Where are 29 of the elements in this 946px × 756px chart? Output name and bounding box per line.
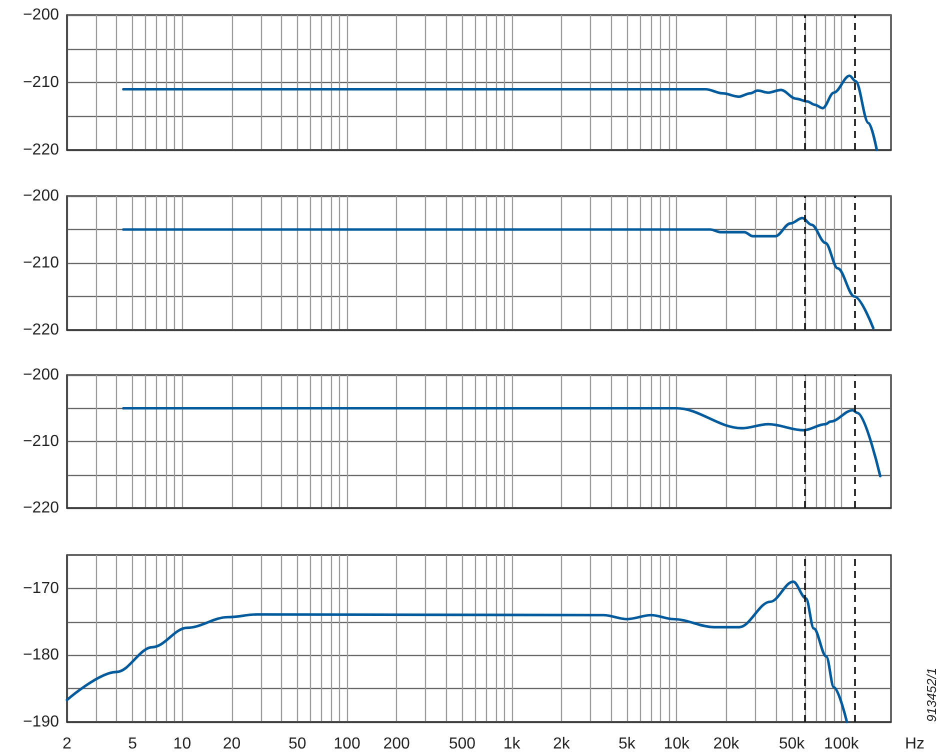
x-tick-label: 2k [552, 736, 571, 752]
x-tick-label: 50k [778, 736, 806, 752]
x-tick-label: 5k [618, 736, 636, 752]
x-tick-label: 20k [713, 736, 740, 752]
y-tick-label: −210 [22, 433, 60, 450]
x-tick-label: 1k [503, 736, 522, 752]
y-tick-label: −200 [22, 6, 60, 24]
y-tick-label: −200 [22, 188, 60, 204]
x-tick-label: 10 [173, 736, 192, 752]
x-tick-label: 100 [334, 736, 360, 752]
y-tick-label: −210 [22, 74, 60, 91]
x-tick-label: 100k [824, 736, 860, 752]
y-tick-label: −180 [22, 646, 60, 664]
x-tick-label: 50 [288, 736, 306, 752]
x-axis-title: Hz [905, 736, 925, 752]
x-tick-label: 2 [62, 736, 72, 752]
x-tick-label: 20 [222, 736, 241, 752]
x-tick-label: 500 [448, 736, 476, 752]
x-tick-label: 5 [128, 736, 138, 752]
y-tick-label: −210 [22, 254, 60, 272]
y-tick-label: −220 [22, 500, 60, 516]
y-tick-label: −200 [22, 366, 60, 384]
y-tick-label: −220 [22, 322, 60, 338]
text: 913452/1 [924, 668, 939, 722]
x-tick-label: 200 [383, 736, 410, 752]
y-tick-label: −220 [22, 142, 60, 158]
y-tick-label: −190 [22, 714, 60, 730]
y-tick-label: −170 [22, 580, 60, 597]
x-tick-label: 10k [664, 736, 690, 752]
